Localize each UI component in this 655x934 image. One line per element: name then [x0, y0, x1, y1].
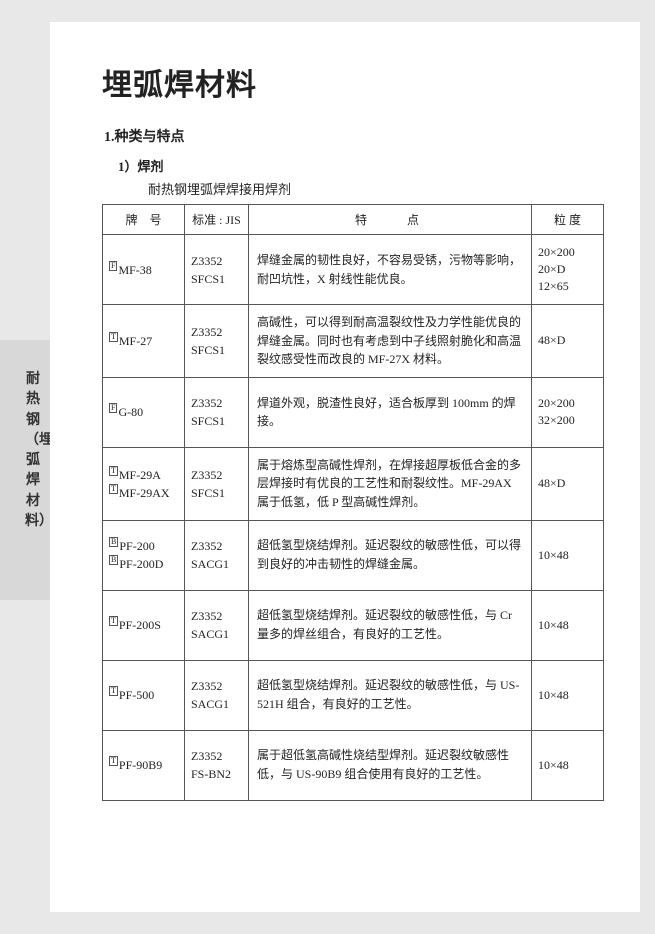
cell-features: 焊缝金属的韧性良好，不容易受锈，污物等影响，耐凹坑性，X 射线性能优良。: [249, 235, 532, 305]
side-tab-label: 耐热钢（埋弧焊材料）: [25, 368, 41, 530]
page: 埋弧焊材料 1.种类与特点 1）焊剂 耐热钢埋弧焊焊接用焊剂 牌 号 标准 : …: [50, 22, 640, 912]
col-brand: 牌 号: [103, 205, 185, 235]
cell-std: Z3352SACG1: [185, 660, 249, 730]
cell-std: Z3352FS-BN2: [185, 730, 249, 800]
cell-grain: 10×48: [532, 730, 604, 800]
cell-brand: TMF-29ATMF-29AX: [103, 447, 185, 520]
table-row: FMF-38Z3352SFCS1焊缝金属的韧性良好，不容易受锈，污物等影响，耐凹…: [103, 235, 604, 305]
cell-features: 超低氢型烧结焊剂。延迟裂纹的敏感性低，与 Cr 量多的焊丝组合，有良好的工艺性。: [249, 590, 532, 660]
cell-std: Z3352SACG1: [185, 520, 249, 590]
table-row: TPF-200SZ3352SACG1超低氢型烧结焊剂。延迟裂纹的敏感性低，与 C…: [103, 590, 604, 660]
table-row: BPF-200BPF-200DZ3352SACG1超低氢型烧结焊剂。延迟裂纹的敏…: [103, 520, 604, 590]
cell-std: Z3352SFCS1: [185, 447, 249, 520]
cell-brand: BPF-200BPF-200D: [103, 520, 185, 590]
cell-features: 属于熔炼型高碱性焊剂，在焊接超厚板低合金的多层焊接时有优良的工艺性和耐裂纹性。M…: [249, 447, 532, 520]
cell-grain: 48×D: [532, 447, 604, 520]
cell-grain: 10×48: [532, 660, 604, 730]
col-std: 标准 : JIS: [185, 205, 249, 235]
cell-brand: TPF-90B9: [103, 730, 185, 800]
cell-features: 属于超低氢高碱性烧结型焊剂。延迟裂纹敏感性低，与 US-90B9 组合使用有良好…: [249, 730, 532, 800]
subsection-heading: 1）焊剂: [118, 156, 604, 175]
flux-table: 牌 号 标准 : JIS 特点 粒 度 FMF-38Z3352SFCS1焊缝金属…: [102, 204, 604, 801]
table-row: FG-80Z3352SFCS1焊道外观，脱渣性良好，适合板厚到 100mm 的焊…: [103, 377, 604, 447]
cell-brand: FMF-38: [103, 235, 185, 305]
cell-grain: 10×48: [532, 590, 604, 660]
cell-std: Z3352SFCS1: [185, 377, 249, 447]
subsection-desc: 耐热钢埋弧焊焊接用焊剂: [148, 179, 604, 198]
cell-brand: TPF-500: [103, 660, 185, 730]
cell-features: 超低氢型烧结焊剂。延迟裂纹的敏感性低，可以得到良好的冲击韧性的焊缝金属。: [249, 520, 532, 590]
table-row: TPF-90B9Z3352FS-BN2属于超低氢高碱性烧结型焊剂。延迟裂纹敏感性…: [103, 730, 604, 800]
cell-features: 焊道外观，脱渣性良好，适合板厚到 100mm 的焊接。: [249, 377, 532, 447]
cell-grain: 10×48: [532, 520, 604, 590]
cell-brand: TMF-27: [103, 305, 185, 378]
section-heading: 1.种类与特点: [104, 126, 604, 146]
cell-std: Z3352SACG1: [185, 590, 249, 660]
cell-features: 高碱性，可以得到耐高温裂纹性及力学性能优良的焊缝金属。同时也有考虑到中子线照射脆…: [249, 305, 532, 378]
table-header-row: 牌 号 标准 : JIS 特点 粒 度: [103, 205, 604, 235]
table-row: TMF-27Z3352SFCS1高碱性，可以得到耐高温裂纹性及力学性能优良的焊缝…: [103, 305, 604, 378]
cell-brand: TPF-200S: [103, 590, 185, 660]
page-title: 埋弧焊材料: [102, 60, 604, 104]
col-grain: 粒 度: [532, 205, 604, 235]
cell-grain: 20×20020×D12×65: [532, 235, 604, 305]
cell-std: Z3352SFCS1: [185, 305, 249, 378]
table-row: TPF-500Z3352SACG1超低氢型烧结焊剂。延迟裂纹的敏感性低，与 US…: [103, 660, 604, 730]
col-features: 特点: [249, 205, 532, 235]
cell-brand: FG-80: [103, 377, 185, 447]
cell-grain: 48×D: [532, 305, 604, 378]
table-row: TMF-29ATMF-29AXZ3352SFCS1属于熔炼型高碱性焊剂，在焊接超…: [103, 447, 604, 520]
cell-std: Z3352SFCS1: [185, 235, 249, 305]
cell-grain: 20×20032×200: [532, 377, 604, 447]
cell-features: 超低氢型烧结焊剂。延迟裂纹的敏感性低，与 US-521H 组合，有良好的工艺性。: [249, 660, 532, 730]
